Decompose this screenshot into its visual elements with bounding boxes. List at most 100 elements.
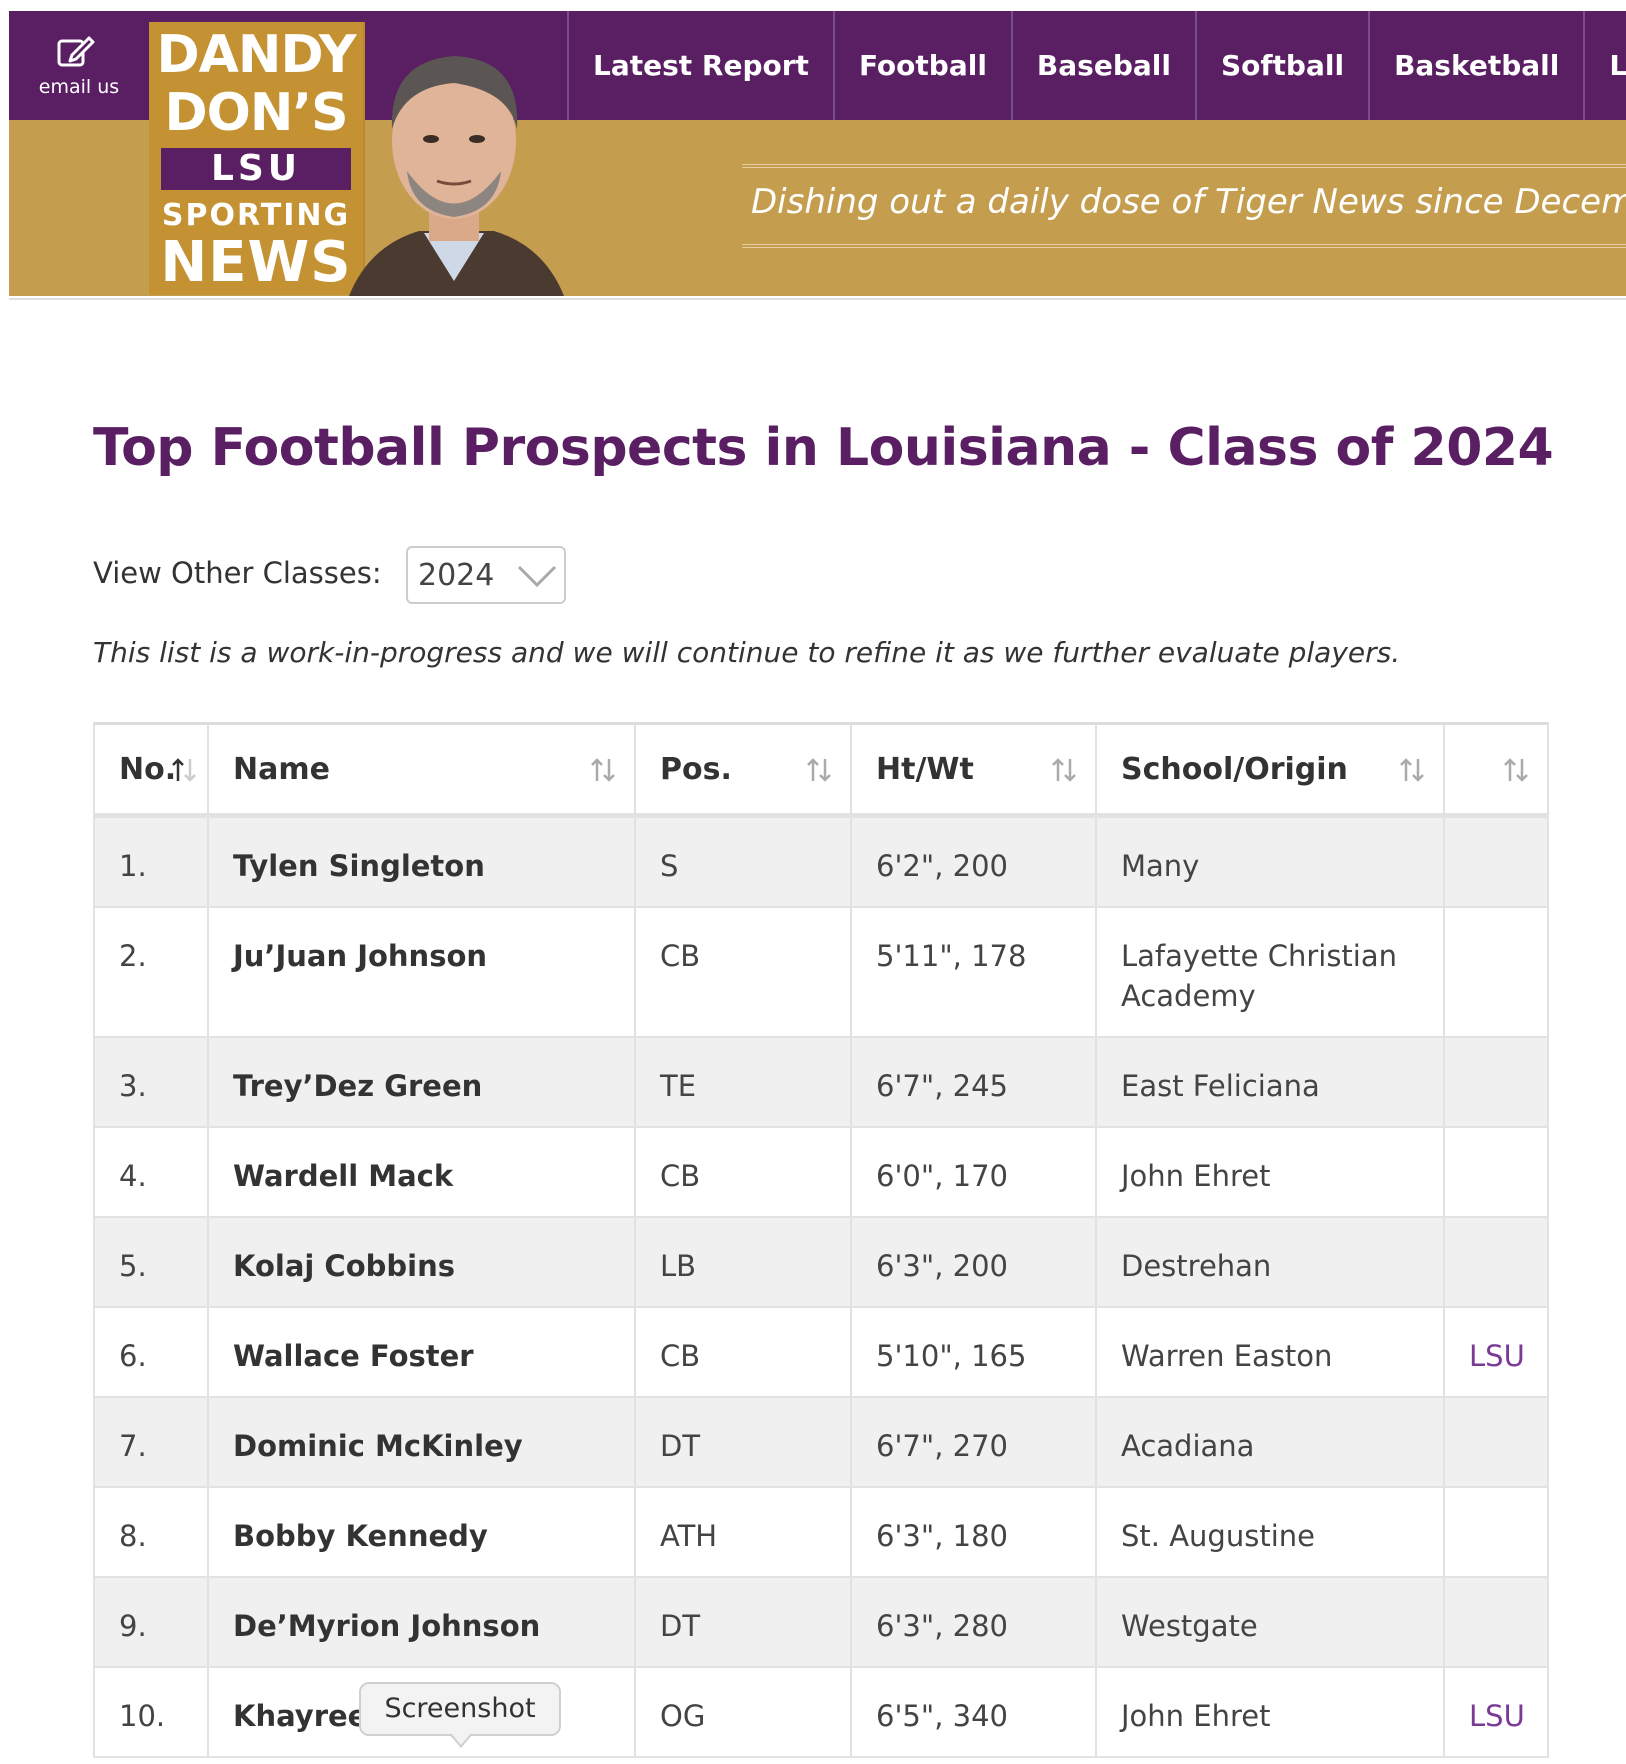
prospects-table: No. Name Pos. Ht/Wt School/Origin 1. Tyl… <box>93 722 1549 1758</box>
cell-htwt: 5'11", 178 <box>850 908 1095 1036</box>
nav-links[interactable]: Links <box>1583 11 1626 120</box>
cell-htwt: 6'7", 270 <box>850 1398 1095 1486</box>
cell-htwt: 6'3", 180 <box>850 1488 1095 1576</box>
col-header-pos[interactable]: Pos. <box>634 725 850 813</box>
view-classes-label: View Other Classes: <box>93 556 382 590</box>
table-row: 9. De’Myrion Johnson DT 6'3", 280 Westga… <box>93 1578 1549 1668</box>
sort-icon <box>591 758 615 782</box>
sort-icon <box>1400 758 1424 782</box>
cell-no: 9. <box>93 1578 207 1666</box>
cell-name: Dominic McKinley <box>207 1398 634 1486</box>
header-divider <box>9 296 1626 300</box>
cell-htwt: 6'2", 200 <box>850 818 1095 906</box>
sort-icon <box>1504 758 1528 782</box>
col-header-name-label: Name <box>233 752 330 787</box>
cell-commit[interactable] <box>1443 1038 1549 1126</box>
cell-htwt: 6'7", 245 <box>850 1038 1095 1126</box>
cell-school: John Ehret <box>1095 1128 1443 1216</box>
cell-no: 4. <box>93 1128 207 1216</box>
col-header-pos-label: Pos. <box>660 752 732 787</box>
cell-school: Westgate <box>1095 1578 1443 1666</box>
cell-commit[interactable] <box>1443 818 1549 906</box>
table-row: 10. Khayree OG 6'5", 340 John Ehret LSU <box>93 1668 1549 1758</box>
cell-pos: CB <box>634 908 850 1036</box>
cell-commit[interactable] <box>1443 1488 1549 1576</box>
col-header-name[interactable]: Name <box>207 725 634 813</box>
cell-htwt: 6'5", 340 <box>850 1668 1095 1756</box>
chevron-down-icon <box>517 565 557 588</box>
cell-htwt: 6'0", 170 <box>850 1128 1095 1216</box>
col-header-school-label: School/Origin <box>1121 752 1348 787</box>
cell-school: Many <box>1095 818 1443 906</box>
cell-commit[interactable] <box>1443 1218 1549 1306</box>
cell-pos: OG <box>634 1668 850 1756</box>
cell-name: Kolaj Cobbins <box>207 1218 634 1306</box>
edit-icon <box>57 36 95 67</box>
nav-latest-report[interactable]: Latest Report <box>567 11 833 120</box>
cell-name: Trey’Dez Green <box>207 1038 634 1126</box>
cell-pos: CB <box>634 1128 850 1216</box>
table-row: 5. Kolaj Cobbins LB 6'3", 200 Destrehan <box>93 1218 1549 1308</box>
class-year-select[interactable]: 2024 <box>406 546 566 604</box>
site-header: email us Latest Report Football Baseball… <box>9 11 1626 296</box>
table-row: 7. Dominic McKinley DT 6'7", 270 Acadian… <box>93 1398 1549 1488</box>
nav-baseball[interactable]: Baseball <box>1010 11 1195 120</box>
table-row: 2. Ju’Juan Johnson CB 5'11", 178 Lafayet… <box>93 908 1549 1038</box>
sort-icon <box>1052 758 1076 782</box>
cell-commit[interactable] <box>1443 908 1549 1036</box>
cell-school: Lafayette Christian Academy <box>1095 908 1443 1036</box>
cell-htwt: 6'3", 200 <box>850 1218 1095 1306</box>
site-tagline: Dishing out a daily dose of Tiger News s… <box>742 164 1626 248</box>
cell-pos: LB <box>634 1218 850 1306</box>
cell-pos: DT <box>634 1578 850 1666</box>
cell-no: 8. <box>93 1488 207 1576</box>
cell-name: Wallace Foster <box>207 1308 634 1396</box>
cell-school: Destrehan <box>1095 1218 1443 1306</box>
cell-commit-lsu-link[interactable]: LSU <box>1443 1668 1549 1756</box>
col-header-htwt[interactable]: Ht/Wt <box>850 725 1095 813</box>
cell-htwt: 6'3", 280 <box>850 1578 1095 1666</box>
cell-name: Bobby Kennedy <box>207 1488 634 1576</box>
col-header-no[interactable]: No. <box>93 725 207 813</box>
list-disclaimer: This list is a work-in-progress and we w… <box>93 636 1401 669</box>
cell-commit[interactable] <box>1443 1128 1549 1216</box>
cell-name: Tylen Singleton <box>207 818 634 906</box>
page-title: Top Football Prospects in Louisiana - Cl… <box>93 418 1554 478</box>
col-header-no-label: No. <box>119 752 177 787</box>
site-logo[interactable]: DANDY DON’S LSU SPORTING NEWS <box>149 22 365 295</box>
cell-school: East Feliciana <box>1095 1038 1443 1126</box>
cell-commit[interactable] <box>1443 1398 1549 1486</box>
col-header-commit[interactable] <box>1443 725 1549 813</box>
cell-no: 6. <box>93 1308 207 1396</box>
sort-ascending-icon <box>172 758 196 782</box>
cell-no: 5. <box>93 1218 207 1306</box>
cell-name: Ju’Juan Johnson <box>207 908 634 1036</box>
logo-line-dandy: DANDY <box>156 25 357 85</box>
table-row: 8. Bobby Kennedy ATH 6'3", 180 St. Augus… <box>93 1488 1549 1578</box>
cell-pos: ATH <box>634 1488 850 1576</box>
nav-basketball[interactable]: Basketball <box>1368 11 1583 120</box>
nav-softball[interactable]: Softball <box>1194 11 1368 120</box>
cell-no: 1. <box>93 818 207 906</box>
table-row: 3. Trey’Dez Green TE 6'7", 245 East Feli… <box>93 1038 1549 1128</box>
cell-name: Khayree <box>207 1668 634 1756</box>
cell-htwt: 5'10", 165 <box>850 1308 1095 1396</box>
logo-line-dons: DON’S <box>164 83 348 143</box>
class-year-value: 2024 <box>418 558 495 593</box>
sort-icon <box>807 758 831 782</box>
table-row: 1. Tylen Singleton S 6'2", 200 Many <box>93 818 1549 908</box>
cell-school: Acadiana <box>1095 1398 1443 1486</box>
col-header-school[interactable]: School/Origin <box>1095 725 1443 813</box>
cell-no: 3. <box>93 1038 207 1126</box>
cell-pos: S <box>634 818 850 906</box>
cell-school: John Ehret <box>1095 1668 1443 1756</box>
cell-commit[interactable] <box>1443 1578 1549 1666</box>
cell-name: De’Myrion Johnson <box>207 1578 634 1666</box>
col-header-htwt-label: Ht/Wt <box>876 752 974 787</box>
cell-commit-lsu-link[interactable]: LSU <box>1443 1308 1549 1396</box>
logo-line-sporting: SPORTING <box>161 198 351 233</box>
cell-pos: TE <box>634 1038 850 1126</box>
cell-no: 7. <box>93 1398 207 1486</box>
nav-football[interactable]: Football <box>832 11 1011 120</box>
email-us-link[interactable]: email us <box>9 11 139 120</box>
